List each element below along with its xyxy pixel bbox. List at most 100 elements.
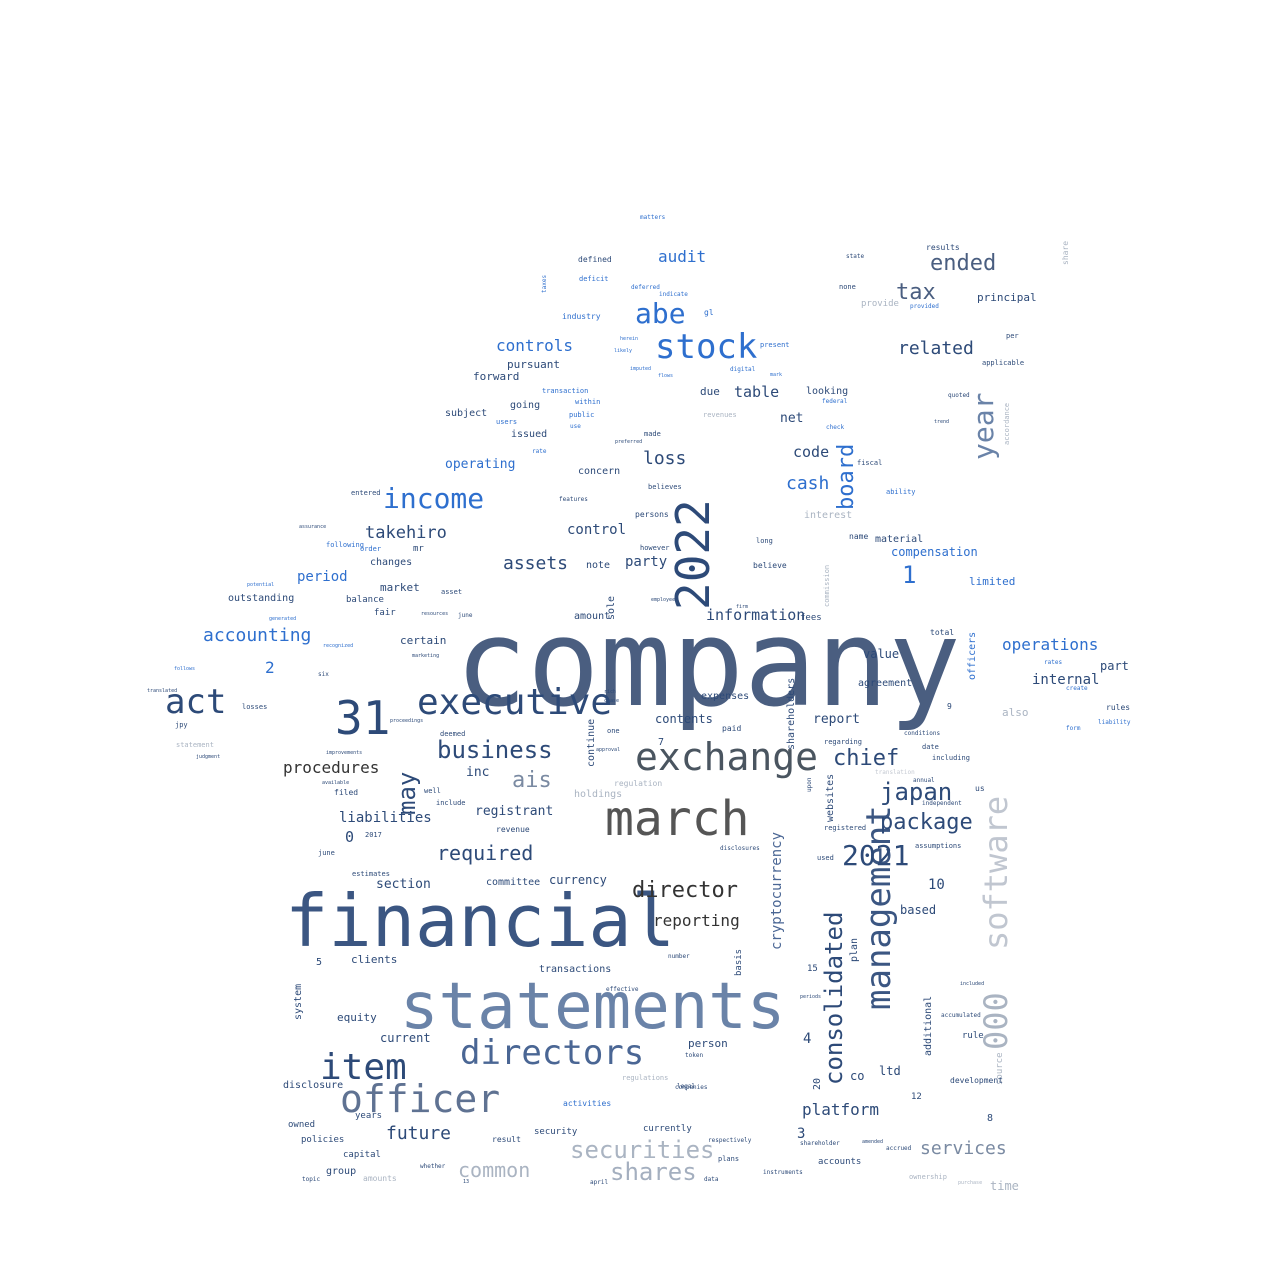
- cloud-word: forward: [473, 370, 520, 383]
- cloud-word: defined: [578, 255, 612, 264]
- cloud-word: contents: [655, 712, 713, 726]
- cloud-word: additional: [923, 995, 934, 1056]
- cloud-word: generated: [269, 616, 297, 622]
- cloud-word: ais: [512, 768, 552, 793]
- cloud-word: 12: [911, 1092, 922, 1102]
- cloud-word: 0: [345, 828, 355, 846]
- cloud-word: 13: [463, 1179, 470, 1185]
- cloud-word: imputed: [630, 366, 652, 372]
- cloud-word: concern: [578, 466, 621, 477]
- cloud-word: commission: [823, 564, 831, 607]
- cloud-word: follows: [174, 666, 196, 672]
- cloud-word: material: [875, 534, 924, 545]
- cloud-word: improvements: [326, 750, 363, 756]
- cloud-word: include: [436, 799, 466, 807]
- cloud-word: controls: [496, 336, 574, 355]
- cloud-word: march: [605, 791, 750, 847]
- cloud-word: plans: [718, 1155, 740, 1163]
- cloud-word: package: [880, 810, 973, 835]
- cloud-word: loss: [643, 448, 687, 469]
- cloud-word: date: [922, 743, 939, 751]
- cloud-word: transactions: [539, 964, 612, 975]
- cloud-word: group: [326, 1166, 357, 1177]
- cloud-word: note: [586, 560, 611, 571]
- cloud-word: accounts: [818, 1157, 862, 1167]
- cloud-word: consolidated: [820, 911, 848, 1085]
- cloud-word: flows: [658, 373, 674, 379]
- cloud-word: compensation: [891, 545, 978, 559]
- cloud-word: pursuant: [507, 358, 560, 371]
- cloud-word: potential: [247, 582, 275, 588]
- cloud-word: 10: [928, 877, 945, 893]
- cloud-word: platform: [802, 1100, 880, 1119]
- cloud-word: reporting: [653, 911, 740, 930]
- cloud-word: rates: [1044, 659, 1063, 666]
- cloud-word: made: [644, 430, 661, 438]
- cloud-word: including: [932, 754, 970, 762]
- cloud-word: board: [834, 443, 859, 510]
- cloud-word: filed: [334, 788, 359, 797]
- cloud-word: market: [380, 581, 420, 594]
- cloud-word: ltd: [879, 1064, 901, 1078]
- cloud-word: herein: [620, 336, 639, 342]
- cloud-word: looking: [806, 386, 849, 397]
- cloud-word: common: [458, 1158, 531, 1182]
- cloud-word: part: [1100, 659, 1129, 673]
- cloud-word: indicate: [659, 291, 688, 298]
- cloud-word: 4: [803, 1031, 812, 1047]
- cloud-word: per: [1006, 332, 1019, 340]
- cloud-word: item: [320, 1047, 407, 1088]
- cloud-word: marketing: [412, 653, 440, 659]
- cloud-word: future: [386, 1123, 452, 1144]
- cloud-word: number: [668, 953, 690, 960]
- cloud-word: act: [165, 682, 227, 722]
- cloud-word: applicable: [982, 359, 1025, 367]
- cloud-word: firm: [736, 604, 749, 610]
- cloud-word: plan: [849, 937, 860, 962]
- cloud-word: section: [376, 877, 431, 892]
- cloud-word: issued: [511, 429, 548, 440]
- cloud-word: certain: [400, 634, 447, 647]
- cloud-word: purchase: [958, 1180, 983, 1186]
- cloud-word: paid: [722, 724, 742, 733]
- cloud-word: registered: [824, 824, 867, 832]
- cloud-word: 2: [265, 658, 275, 677]
- cloud-word: person: [688, 1037, 728, 1050]
- cloud-word: development: [950, 1076, 1003, 1085]
- cloud-word: instruments: [763, 1169, 803, 1176]
- cloud-word: chief: [833, 746, 900, 771]
- cloud-word: losses: [242, 703, 268, 711]
- cloud-word: amount: [574, 611, 611, 622]
- cloud-word: directors: [460, 1033, 645, 1073]
- cloud-word: ownership: [909, 1173, 947, 1181]
- cloud-word: regulations: [622, 1074, 669, 1082]
- cloud-word: officers: [967, 631, 978, 680]
- cloud-word: entered: [351, 489, 381, 497]
- cloud-word: believes: [648, 483, 682, 491]
- cloud-word: periods: [800, 994, 822, 1000]
- cloud-word: accounting: [203, 625, 312, 646]
- cloud-word: 31: [335, 691, 391, 745]
- cloud-word: policies: [301, 1135, 345, 1145]
- cloud-word: translation: [875, 769, 915, 776]
- cloud-word: independent: [922, 800, 962, 807]
- cloud-word: co: [850, 1069, 865, 1083]
- cloud-word: takehiro: [365, 523, 447, 543]
- cloud-word: accumulated: [941, 1012, 981, 1019]
- cloud-word: securities: [570, 1136, 715, 1164]
- cloud-word: holdings: [574, 789, 623, 800]
- cloud-word: subject: [445, 408, 488, 419]
- cloud-word: report: [813, 712, 860, 727]
- cloud-word: conditions: [904, 730, 941, 737]
- cloud-word: assumptions: [915, 842, 962, 850]
- cloud-word: ended: [930, 251, 997, 276]
- cloud-word: committee: [486, 877, 541, 888]
- cloud-word: matters: [640, 214, 666, 221]
- cloud-word: transaction: [542, 387, 589, 395]
- cloud-word: 9: [947, 702, 952, 711]
- cloud-word: statement: [176, 741, 214, 749]
- cloud-word: japan: [880, 778, 953, 806]
- cloud-word: us: [975, 784, 985, 793]
- cloud-word: following: [326, 541, 364, 549]
- cloud-word: statements: [400, 970, 786, 1044]
